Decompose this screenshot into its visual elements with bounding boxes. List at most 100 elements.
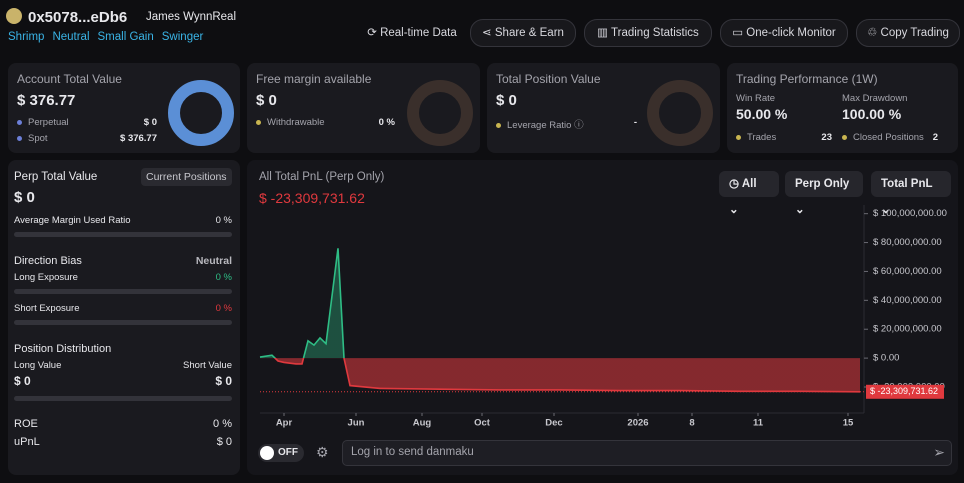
dropdown-label: All [741,178,757,190]
value: 0 % [215,215,232,226]
value: 0 % [213,418,232,430]
current-value: $ -23,309,731.62 [259,190,365,206]
x-tick-label: Dec [545,418,562,429]
card: Free margin available $ 0 Withdrawable 0… [247,63,480,153]
count-value: 23 [821,132,832,143]
value: $ 0 [14,374,31,388]
row-label: Spot [28,133,48,144]
area [260,248,860,392]
label: Long Exposure [14,272,78,283]
avatar [6,8,22,24]
button[interactable]: ⋖ Share & Earn [470,19,576,47]
label: Long Value [14,360,62,371]
tags: Shrimp Neutral Small Gain Swinger [8,31,211,43]
button[interactable]: ♲ Copy Trading [856,19,960,47]
y-tick-label: $ 40,000,000.00 [873,295,942,306]
x-tick-label: 15 [843,418,854,429]
button-label: Copy Trading [880,27,949,39]
settings-icon[interactable]: ⚙ [316,444,329,460]
card-title: Trading Performance (1W) [736,72,878,86]
label: uPnL [14,436,40,448]
y-tick-label: $ 20,000,000.00 [873,324,942,335]
label: ROE [14,418,38,430]
card: Total Position Value $ 0 Leverage Ratio … [487,63,720,153]
value: $ 0 [14,189,35,206]
row-label: Withdrawable [267,117,325,128]
x-tick-label: Jun [348,418,365,429]
value: $ 0 [216,436,232,448]
x-tick-label: Oct [474,418,491,429]
button-label: Real-time Data [380,27,457,39]
dropdown-label: Total PnL [881,178,933,190]
button-label: One-click Monitor [746,27,836,39]
x-tick-label: Apr [276,418,293,429]
user-name: James WynnReal [146,11,237,23]
card-value: $ 0 [496,92,517,109]
dropdown[interactable]: Total PnL ⌄ [871,171,951,216]
row-value: $ 376.77 [120,133,157,144]
tag: Shrimp [8,31,45,43]
button-label: Trading Statistics [611,27,699,39]
y-tick-label: $ 100,000,000.00 [873,208,947,219]
button[interactable]: ▭ One-click Monitor [720,19,848,47]
count-label: Trades [747,132,777,143]
toggle-label: OFF [278,447,298,458]
label: Position Distribution [14,343,112,355]
row-label: Leverage Ratio [507,120,572,131]
y-tick-label: $ 60,000,000.00 [873,266,942,277]
placeholder: Log in to send danmaku [351,446,474,458]
progress-bar [14,232,232,237]
metric-value: 100.00 % [842,106,902,122]
tag: Neutral [52,31,90,43]
dropdown[interactable]: Perp Only ⌄ [785,171,863,216]
chart-title: All Total PnL (Perp Only) [259,171,385,183]
card-title: Total Position Value [496,72,601,86]
chart-panel: All Total PnL (Perp Only) $ -23,309,731.… [247,160,958,475]
x-tick-label: 8 [689,418,694,429]
card-value: $ 376.77 [17,92,76,109]
card: Trading Performance (1W) Win Rate 50.00 … [727,63,958,153]
label: Direction Bias [14,255,82,267]
label: Perp Total Value [14,171,98,183]
label: Short Value [183,360,232,371]
metric-value: 50.00 % [736,106,788,122]
button[interactable]: ▥ Trading Statistics [584,19,712,47]
address: 0x5078...eDb6 [28,9,128,26]
x-tick-label: 2026 [627,418,648,429]
dropdown-label: Perp Only [795,178,850,190]
perp-panel: Perp Total Value Current Positions $ 0 A… [8,160,240,475]
last-value-tag [866,384,944,399]
card-title: Account Total Value [17,72,122,86]
row-value: - [633,117,637,128]
last-value-label: $ -23,309,731.62 [870,386,938,396]
tag: Small Gain [97,31,154,43]
progress-bar [14,320,232,325]
dropdown[interactable]: ◷ All ⌄ [719,171,779,216]
tag: Swinger [161,31,204,43]
metric-label: Max Drawdown [842,93,908,104]
value: 0 % [215,272,232,283]
count-value: 2 [932,132,938,143]
value: 0 % [215,303,232,314]
button-label: Share & Earn [494,27,564,39]
send-icon[interactable]: ➢ [933,444,945,460]
row-value: 0 % [378,117,395,128]
value: Neutral [195,255,232,267]
progress-bar [14,289,232,294]
row-label: Perpetual [28,117,69,128]
toggle[interactable]: OFF [258,444,304,462]
y-tick-label: $ 0.00 [873,353,899,364]
x-tick-label: Aug [413,418,432,429]
card-value: $ 0 [256,92,277,109]
line [259,248,861,393]
label: Average Margin Used Ratio [14,215,131,226]
x-tick-label: 11 [753,418,764,429]
card: Account Total Value $ 376.77 Perpetual $… [8,63,240,153]
card-title: Free margin available [256,72,372,86]
row-value: $ 0 [143,117,157,128]
y-tick-label: $ 80,000,000.00 [873,237,942,248]
button[interactable]: ⟳ Real-time Data [367,27,457,39]
current-positions-button[interactable]: Current Positions [141,168,232,186]
danmaku-input[interactable]: Log in to send danmaku ➢ [342,440,952,466]
